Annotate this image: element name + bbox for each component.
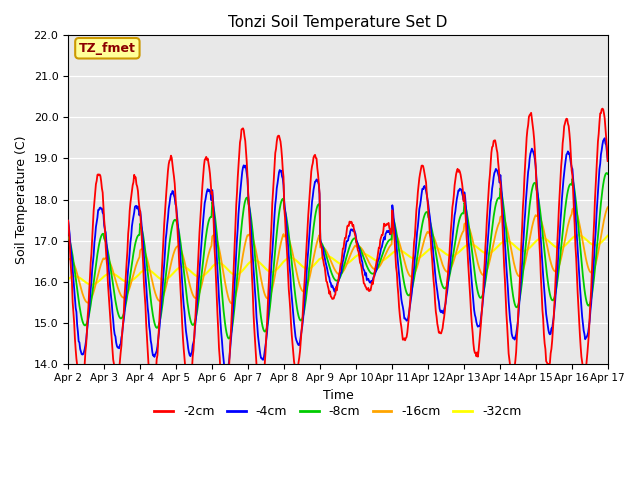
- X-axis label: Time: Time: [323, 389, 353, 402]
- Title: Tonzi Soil Temperature Set D: Tonzi Soil Temperature Set D: [228, 15, 447, 30]
- Legend: -2cm, -4cm, -8cm, -16cm, -32cm: -2cm, -4cm, -8cm, -16cm, -32cm: [149, 400, 527, 423]
- Text: TZ_fmet: TZ_fmet: [79, 42, 136, 55]
- Y-axis label: Soil Temperature (C): Soil Temperature (C): [15, 135, 28, 264]
